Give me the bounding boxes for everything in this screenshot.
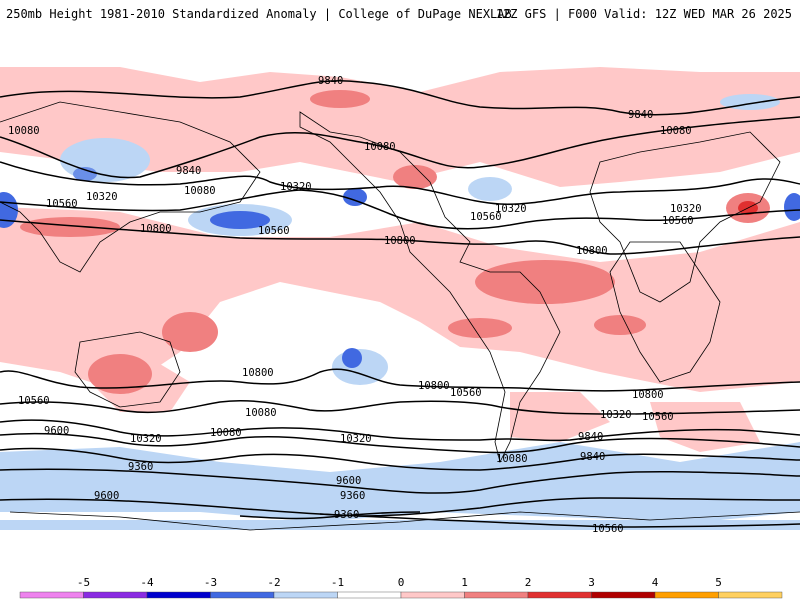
svg-text:10800: 10800 bbox=[242, 367, 274, 379]
colorbar-tick-label: 2 bbox=[525, 576, 532, 589]
svg-text:9840: 9840 bbox=[628, 109, 653, 121]
svg-text:10080: 10080 bbox=[8, 125, 40, 137]
colorbar-swatch bbox=[400, 591, 465, 599]
colorbar-tick-label: -1 bbox=[331, 576, 344, 589]
anomaly-map: 9840 9840 10080 10080 10080 9840 10080 1… bbox=[0, 42, 800, 570]
header: 250mb Height 1981-2010 Standardized Anom… bbox=[0, 0, 800, 40]
colorbar-swatch bbox=[146, 591, 211, 599]
height-contours bbox=[0, 79, 800, 528]
svg-text:10320: 10320 bbox=[600, 409, 632, 421]
svg-text:10560: 10560 bbox=[470, 211, 502, 223]
map-title: 250mb Height 1981-2010 Standardized Anom… bbox=[6, 7, 512, 21]
coastlines bbox=[0, 101, 800, 531]
svg-text:9360: 9360 bbox=[128, 461, 153, 473]
colorbar-tick-label: 0 bbox=[398, 576, 405, 589]
colorbar-swatch bbox=[210, 591, 275, 599]
svg-text:10320: 10320 bbox=[670, 203, 702, 215]
colorbar-swatch bbox=[337, 591, 402, 599]
svg-text:9840: 9840 bbox=[318, 75, 343, 87]
colorbar-tick-label: -5 bbox=[77, 576, 90, 589]
svg-text:10560: 10560 bbox=[258, 225, 290, 237]
svg-text:10560: 10560 bbox=[18, 395, 50, 407]
contour-labels: 9840 9840 10080 10080 10080 9840 10080 1… bbox=[8, 75, 702, 535]
svg-text:10320: 10320 bbox=[340, 433, 372, 445]
svg-text:10080: 10080 bbox=[184, 185, 216, 197]
colorbar-swatch bbox=[591, 591, 656, 599]
svg-text:9840: 9840 bbox=[578, 431, 603, 443]
colorbar-swatch bbox=[273, 591, 338, 599]
colorbar-swatch bbox=[19, 591, 84, 599]
colorbar-tick-label: 5 bbox=[715, 576, 722, 589]
svg-text:10560: 10560 bbox=[46, 198, 78, 210]
colorbar-tick-label: 3 bbox=[588, 576, 595, 589]
colorbar-swatch bbox=[464, 591, 529, 599]
colorbar-legend: -5 -4 -3 -2 -1 0 1 2 3 4 5 bbox=[19, 576, 783, 599]
colorbar-tick-label: 4 bbox=[652, 576, 659, 589]
svg-text:9840: 9840 bbox=[580, 451, 605, 463]
colorbar-tick-label: -4 bbox=[140, 576, 154, 589]
svg-text:9600: 9600 bbox=[94, 490, 119, 502]
svg-text:9840: 9840 bbox=[176, 165, 201, 177]
svg-text:10560: 10560 bbox=[450, 387, 482, 399]
colorbar-tick-label: -2 bbox=[267, 576, 280, 589]
colorbar-swatches bbox=[19, 591, 783, 599]
svg-text:10080: 10080 bbox=[364, 141, 396, 153]
svg-text:10320: 10320 bbox=[280, 181, 312, 193]
colorbar-tick-label: 1 bbox=[461, 576, 468, 589]
colorbar-ticks: -5 -4 -3 -2 -1 0 1 2 3 4 5 bbox=[77, 576, 722, 589]
svg-text:9600: 9600 bbox=[336, 475, 361, 487]
svg-text:10800: 10800 bbox=[632, 389, 664, 401]
svg-text:10080: 10080 bbox=[660, 125, 692, 137]
colorbar-swatch bbox=[654, 591, 719, 599]
negative-anomaly-shading bbox=[0, 94, 800, 530]
svg-text:10800: 10800 bbox=[418, 380, 450, 392]
colorbar-swatch bbox=[83, 591, 148, 599]
svg-text:10080: 10080 bbox=[210, 427, 242, 439]
svg-text:9600: 9600 bbox=[44, 425, 69, 437]
svg-text:10800: 10800 bbox=[140, 223, 172, 235]
svg-text:10800: 10800 bbox=[384, 235, 416, 247]
colorbar-tick-label: -3 bbox=[204, 576, 217, 589]
run-info: 12Z GFS | F000 Valid: 12Z WED MAR 26 202… bbox=[495, 7, 792, 21]
svg-text:10560: 10560 bbox=[592, 523, 624, 535]
svg-text:10560: 10560 bbox=[662, 215, 694, 227]
svg-text:9360: 9360 bbox=[334, 509, 359, 521]
svg-text:10320: 10320 bbox=[130, 433, 162, 445]
svg-text:9360: 9360 bbox=[340, 490, 365, 502]
colorbar-swatch bbox=[718, 591, 783, 599]
svg-text:10320: 10320 bbox=[86, 191, 118, 203]
svg-text:10800: 10800 bbox=[576, 245, 608, 257]
strong-positive-anomaly-shading bbox=[20, 90, 770, 394]
svg-text:10080: 10080 bbox=[496, 453, 528, 465]
svg-text:10560: 10560 bbox=[642, 411, 674, 423]
svg-text:10320: 10320 bbox=[495, 203, 527, 215]
svg-text:10080: 10080 bbox=[245, 407, 277, 419]
colorbar-swatch bbox=[527, 591, 592, 599]
